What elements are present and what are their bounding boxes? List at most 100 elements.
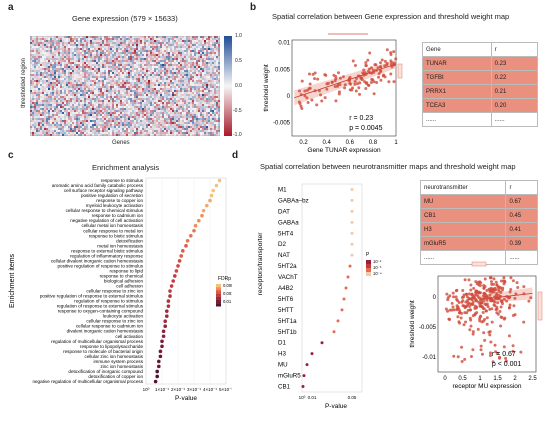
heatmap-cell xyxy=(96,76,98,78)
heatmap-cell xyxy=(182,126,184,128)
heatmap-cell xyxy=(100,98,102,100)
heatmap-cell xyxy=(164,108,166,110)
heatmap-cell xyxy=(142,118,144,120)
heatmap-cell xyxy=(86,132,88,134)
heatmap-cell xyxy=(116,58,118,60)
heatmap-cell xyxy=(182,80,184,82)
heatmap-cell xyxy=(144,76,146,78)
heatmap-cell xyxy=(160,56,162,58)
scatter-point xyxy=(348,88,352,92)
heatmap-cell xyxy=(184,70,186,72)
heatmap-cell xyxy=(108,64,110,66)
heatmap-cell xyxy=(76,128,78,130)
heatmap-cell xyxy=(126,46,128,48)
heatmap-cell xyxy=(138,44,140,46)
heatmap-cell xyxy=(184,90,186,92)
heatmap-cell xyxy=(194,76,196,78)
heatmap-cell xyxy=(60,56,62,58)
heatmap-cell xyxy=(40,134,42,136)
heatmap-cell xyxy=(204,62,206,64)
heatmap-cell xyxy=(60,44,62,46)
heatmap-cell xyxy=(48,54,50,56)
heatmap-cell xyxy=(122,108,124,110)
heatmap-cell xyxy=(36,130,38,132)
heatmap-cell xyxy=(70,90,72,92)
heatmap-cell xyxy=(144,42,146,44)
heatmap-cell xyxy=(56,96,58,98)
heatmap-cell xyxy=(186,84,188,86)
heatmap-cell xyxy=(138,40,140,42)
heatmap-cell xyxy=(96,74,98,76)
heatmap-cell xyxy=(132,108,134,110)
heatmap-cell xyxy=(100,64,102,66)
heatmap-cell xyxy=(120,122,122,124)
scatter-point xyxy=(372,70,376,74)
heatmap-cell xyxy=(202,126,204,128)
heatmap-cell xyxy=(136,68,138,70)
heatmap-cell xyxy=(158,48,160,50)
scatter-point xyxy=(389,52,393,56)
heatmap-cell xyxy=(32,134,34,136)
heatmap-cell xyxy=(38,80,40,82)
heatmap-cell xyxy=(150,120,152,122)
heatmap-cell xyxy=(118,40,120,42)
heatmap-cell xyxy=(98,132,100,134)
heatmap-cell xyxy=(92,76,94,78)
heatmap-cell xyxy=(98,52,100,54)
heatmap-cell xyxy=(110,56,112,58)
heatmap-cell xyxy=(154,92,156,94)
heatmap-cell xyxy=(86,130,88,132)
heatmap-cell xyxy=(172,100,174,102)
heatmap-cell xyxy=(136,36,138,38)
heatmap-cell xyxy=(218,104,220,106)
heatmap-cell xyxy=(42,38,44,40)
enrichment-item-label: positive regulation of response to stimu… xyxy=(57,263,143,268)
heatmap-cell xyxy=(156,38,158,40)
heatmap-cell xyxy=(94,64,96,66)
heatmap-cell xyxy=(32,88,34,90)
heatmap-cell xyxy=(98,110,100,112)
heatmap-cell xyxy=(38,72,40,74)
heatmap-cell xyxy=(110,82,112,84)
heatmap-cell xyxy=(144,90,146,92)
heatmap-cell xyxy=(110,98,112,100)
heatmap-cell xyxy=(96,88,98,90)
heatmap-cell xyxy=(130,98,132,100)
heatmap-cell xyxy=(102,84,104,86)
heatmap-cell xyxy=(114,100,116,102)
heatmap-cell xyxy=(96,124,98,126)
heatmap-cell xyxy=(176,132,178,134)
heatmap-cell xyxy=(160,130,162,132)
heatmap-cell xyxy=(138,46,140,48)
heatmap-cell xyxy=(146,72,148,74)
heatmap-cell xyxy=(124,42,126,44)
heatmap-cell xyxy=(102,72,104,74)
heatmap-cell xyxy=(158,76,160,78)
heatmap-cell xyxy=(50,104,52,106)
heatmap-cell xyxy=(84,78,86,80)
heatmap-cell xyxy=(96,96,98,98)
heatmap-cell xyxy=(98,56,100,58)
heatmap-cell xyxy=(48,114,50,116)
heatmap-cell xyxy=(134,82,136,84)
heatmap-cell xyxy=(116,38,118,40)
heatmap-cell xyxy=(192,124,194,126)
heatmap-cell xyxy=(66,134,68,136)
heatmap-cell xyxy=(86,80,88,82)
heatmap-cell xyxy=(146,46,148,48)
heatmap-cell xyxy=(138,48,140,50)
heatmap-cell xyxy=(142,76,144,78)
heatmap-cell xyxy=(32,114,34,116)
heatmap-cell xyxy=(212,50,214,52)
heatmap-cell xyxy=(200,72,202,74)
heatmap-cell xyxy=(40,120,42,122)
heatmap-cell xyxy=(82,96,84,98)
heatmap-cell xyxy=(170,90,172,92)
heatmap-cell xyxy=(176,102,178,104)
heatmap-cell xyxy=(190,76,192,78)
heatmap-cell xyxy=(46,78,48,80)
heatmap-cell xyxy=(216,92,218,94)
heatmap-cell xyxy=(174,54,176,56)
heatmap-cell xyxy=(136,124,138,126)
heatmap-cell xyxy=(178,68,180,70)
